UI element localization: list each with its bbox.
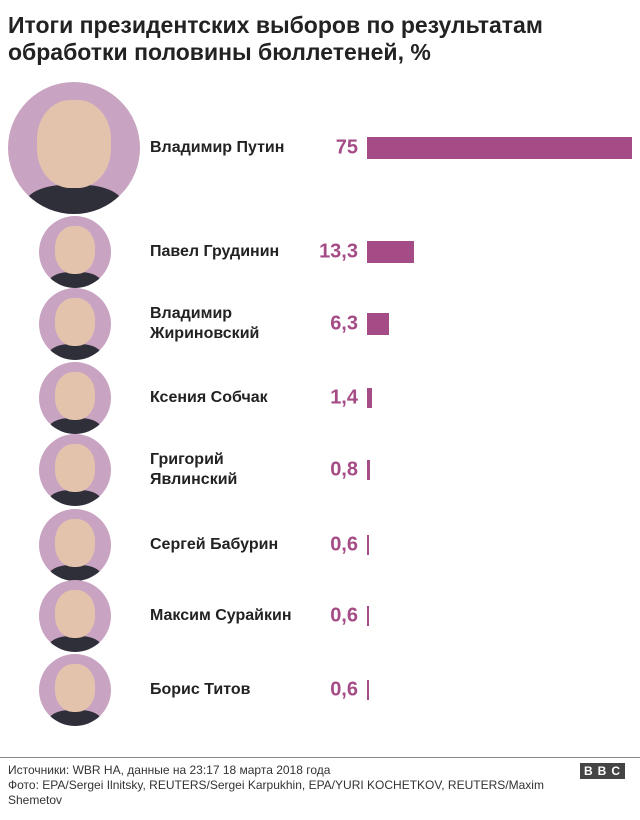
portrait — [39, 216, 111, 288]
candidate-name: Григорий Явлинский — [150, 451, 238, 488]
candidate-name: Владимир Жириновский — [150, 305, 260, 342]
footer-rule — [0, 757, 640, 758]
portrait-suit — [47, 710, 103, 726]
portrait-suit — [23, 184, 125, 214]
bar — [367, 460, 370, 480]
bar — [367, 388, 372, 408]
chart-title: Итоги президентских выборов по результат… — [8, 12, 543, 65]
value-label: 1,4 — [330, 386, 358, 409]
portrait — [39, 509, 111, 581]
portrait-face — [54, 372, 96, 420]
candidate-name: Владимир Путин — [150, 139, 285, 156]
portrait-face — [54, 226, 96, 274]
value-label: 0,6 — [330, 604, 358, 627]
candidate-name: Борис Титов — [150, 681, 251, 698]
portrait-face — [54, 444, 96, 492]
value-label: 0,8 — [330, 458, 358, 481]
portrait — [39, 654, 111, 726]
value-label: 6,3 — [330, 312, 358, 335]
portrait-face — [54, 298, 96, 346]
bar — [367, 606, 370, 626]
portrait-suit — [47, 636, 103, 652]
bar — [367, 313, 390, 335]
candidate-name: Ксения Собчак — [150, 389, 268, 406]
portrait-suit — [47, 565, 103, 581]
portrait-suit — [47, 418, 103, 434]
candidate-name: Павел Грудинин — [150, 243, 280, 260]
source-note: Источники: WBR HA, данные на 23:17 18 ма… — [8, 763, 331, 777]
logo: BBC — [580, 763, 625, 779]
bar — [367, 241, 414, 263]
value-label: 13,3 — [319, 240, 358, 263]
portrait-face — [37, 100, 111, 188]
portrait-face — [54, 664, 96, 712]
candidate-name: Максим Сурайкин — [150, 607, 292, 624]
bar — [367, 680, 370, 700]
value-label: 0,6 — [330, 678, 358, 701]
value-label: 0,6 — [330, 533, 358, 556]
portrait — [39, 580, 111, 652]
portrait — [39, 434, 111, 506]
portrait-suit — [47, 344, 103, 360]
portrait — [39, 288, 111, 360]
bar — [367, 535, 370, 555]
bar — [367, 137, 632, 159]
portrait — [8, 82, 140, 214]
portrait-face — [54, 590, 96, 638]
portrait-suit — [47, 490, 103, 506]
portrait-suit — [47, 272, 103, 288]
photo-credit: Фото: EPA/Sergei Ilnitsky, REUTERS/Serge… — [8, 778, 544, 807]
value-label: 75 — [335, 136, 358, 159]
candidate-name: Сергей Бабурин — [150, 536, 279, 553]
portrait-face — [54, 519, 96, 567]
portrait — [39, 362, 111, 434]
